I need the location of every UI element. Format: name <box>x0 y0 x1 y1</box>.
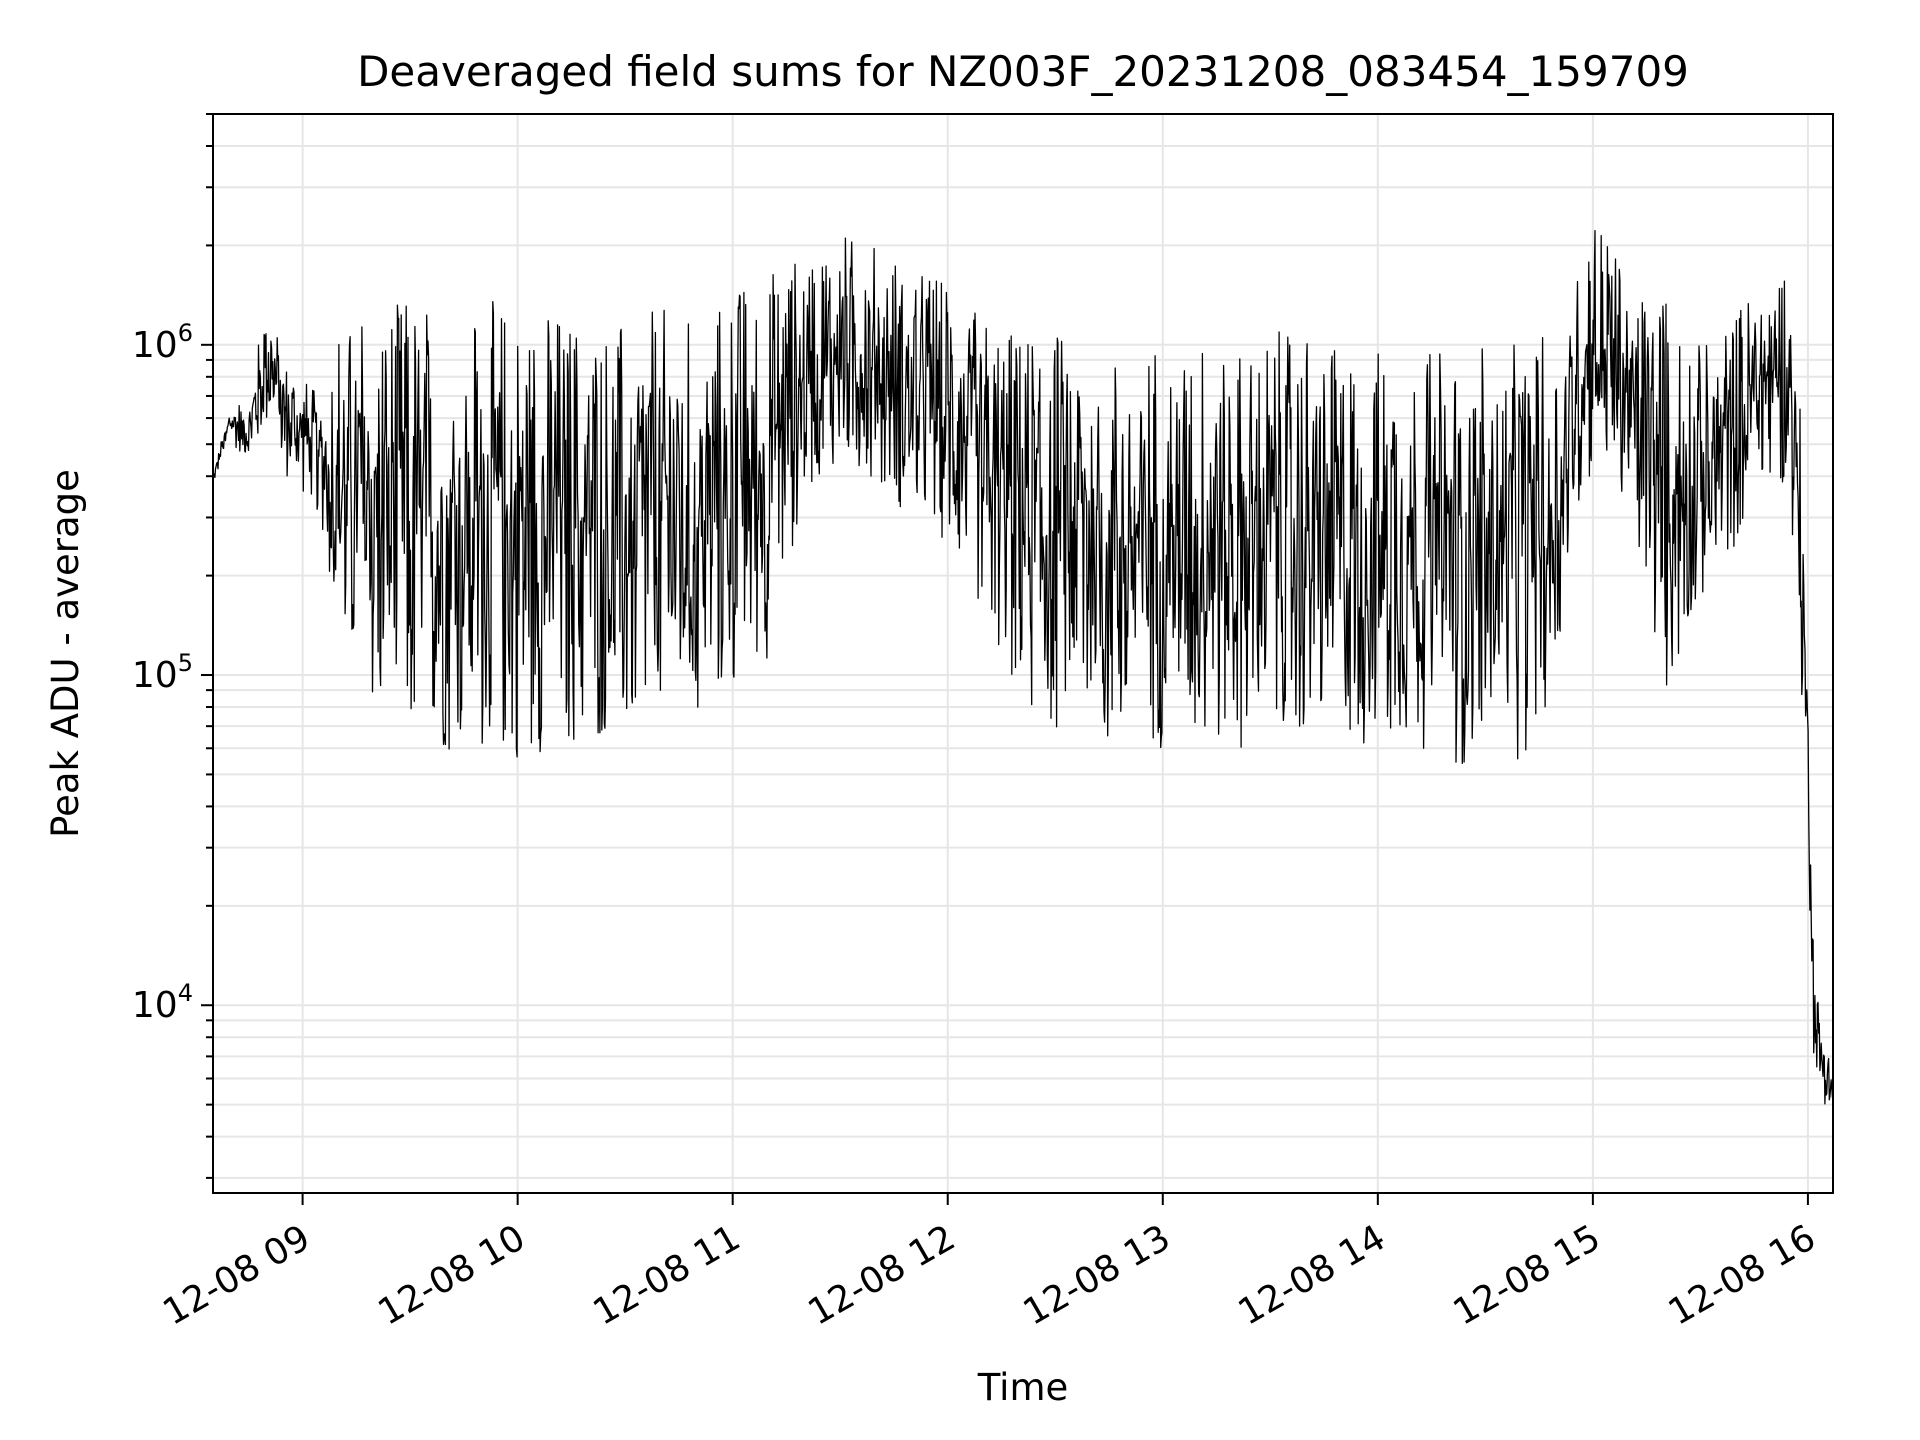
x-tick-label: 12-08 09 <box>156 1217 317 1333</box>
series-line <box>212 229 1834 1105</box>
x-tick-label: 12-08 14 <box>1232 1217 1393 1333</box>
x-tick-label: 12-08 12 <box>802 1217 963 1333</box>
chart-title: Deaveraged field sums for NZ003F_2023120… <box>357 47 1689 96</box>
grid <box>213 113 1833 1193</box>
y-tick-label: 106 <box>132 319 193 366</box>
y-tick-label: 105 <box>132 649 193 696</box>
plot-frame <box>212 113 1834 1194</box>
y-axis-label: Peak ADU - average <box>44 469 87 838</box>
ticks: 104 105 106 12-08 09 12-08 10 12-08 11 12-08 1… <box>132 113 1823 1334</box>
y-tick-label: 104 <box>132 979 193 1026</box>
x-tick-label: 12-08 16 <box>1662 1217 1823 1333</box>
x-tick-label: 12-08 13 <box>1017 1217 1178 1333</box>
x-tick-label: 12-08 15 <box>1447 1217 1608 1333</box>
x-tick-label: 12-08 10 <box>371 1217 532 1333</box>
x-tick-label: 12-08 11 <box>587 1217 748 1333</box>
data-layer <box>212 229 1834 1105</box>
x-axis-label: Time <box>977 1366 1069 1409</box>
